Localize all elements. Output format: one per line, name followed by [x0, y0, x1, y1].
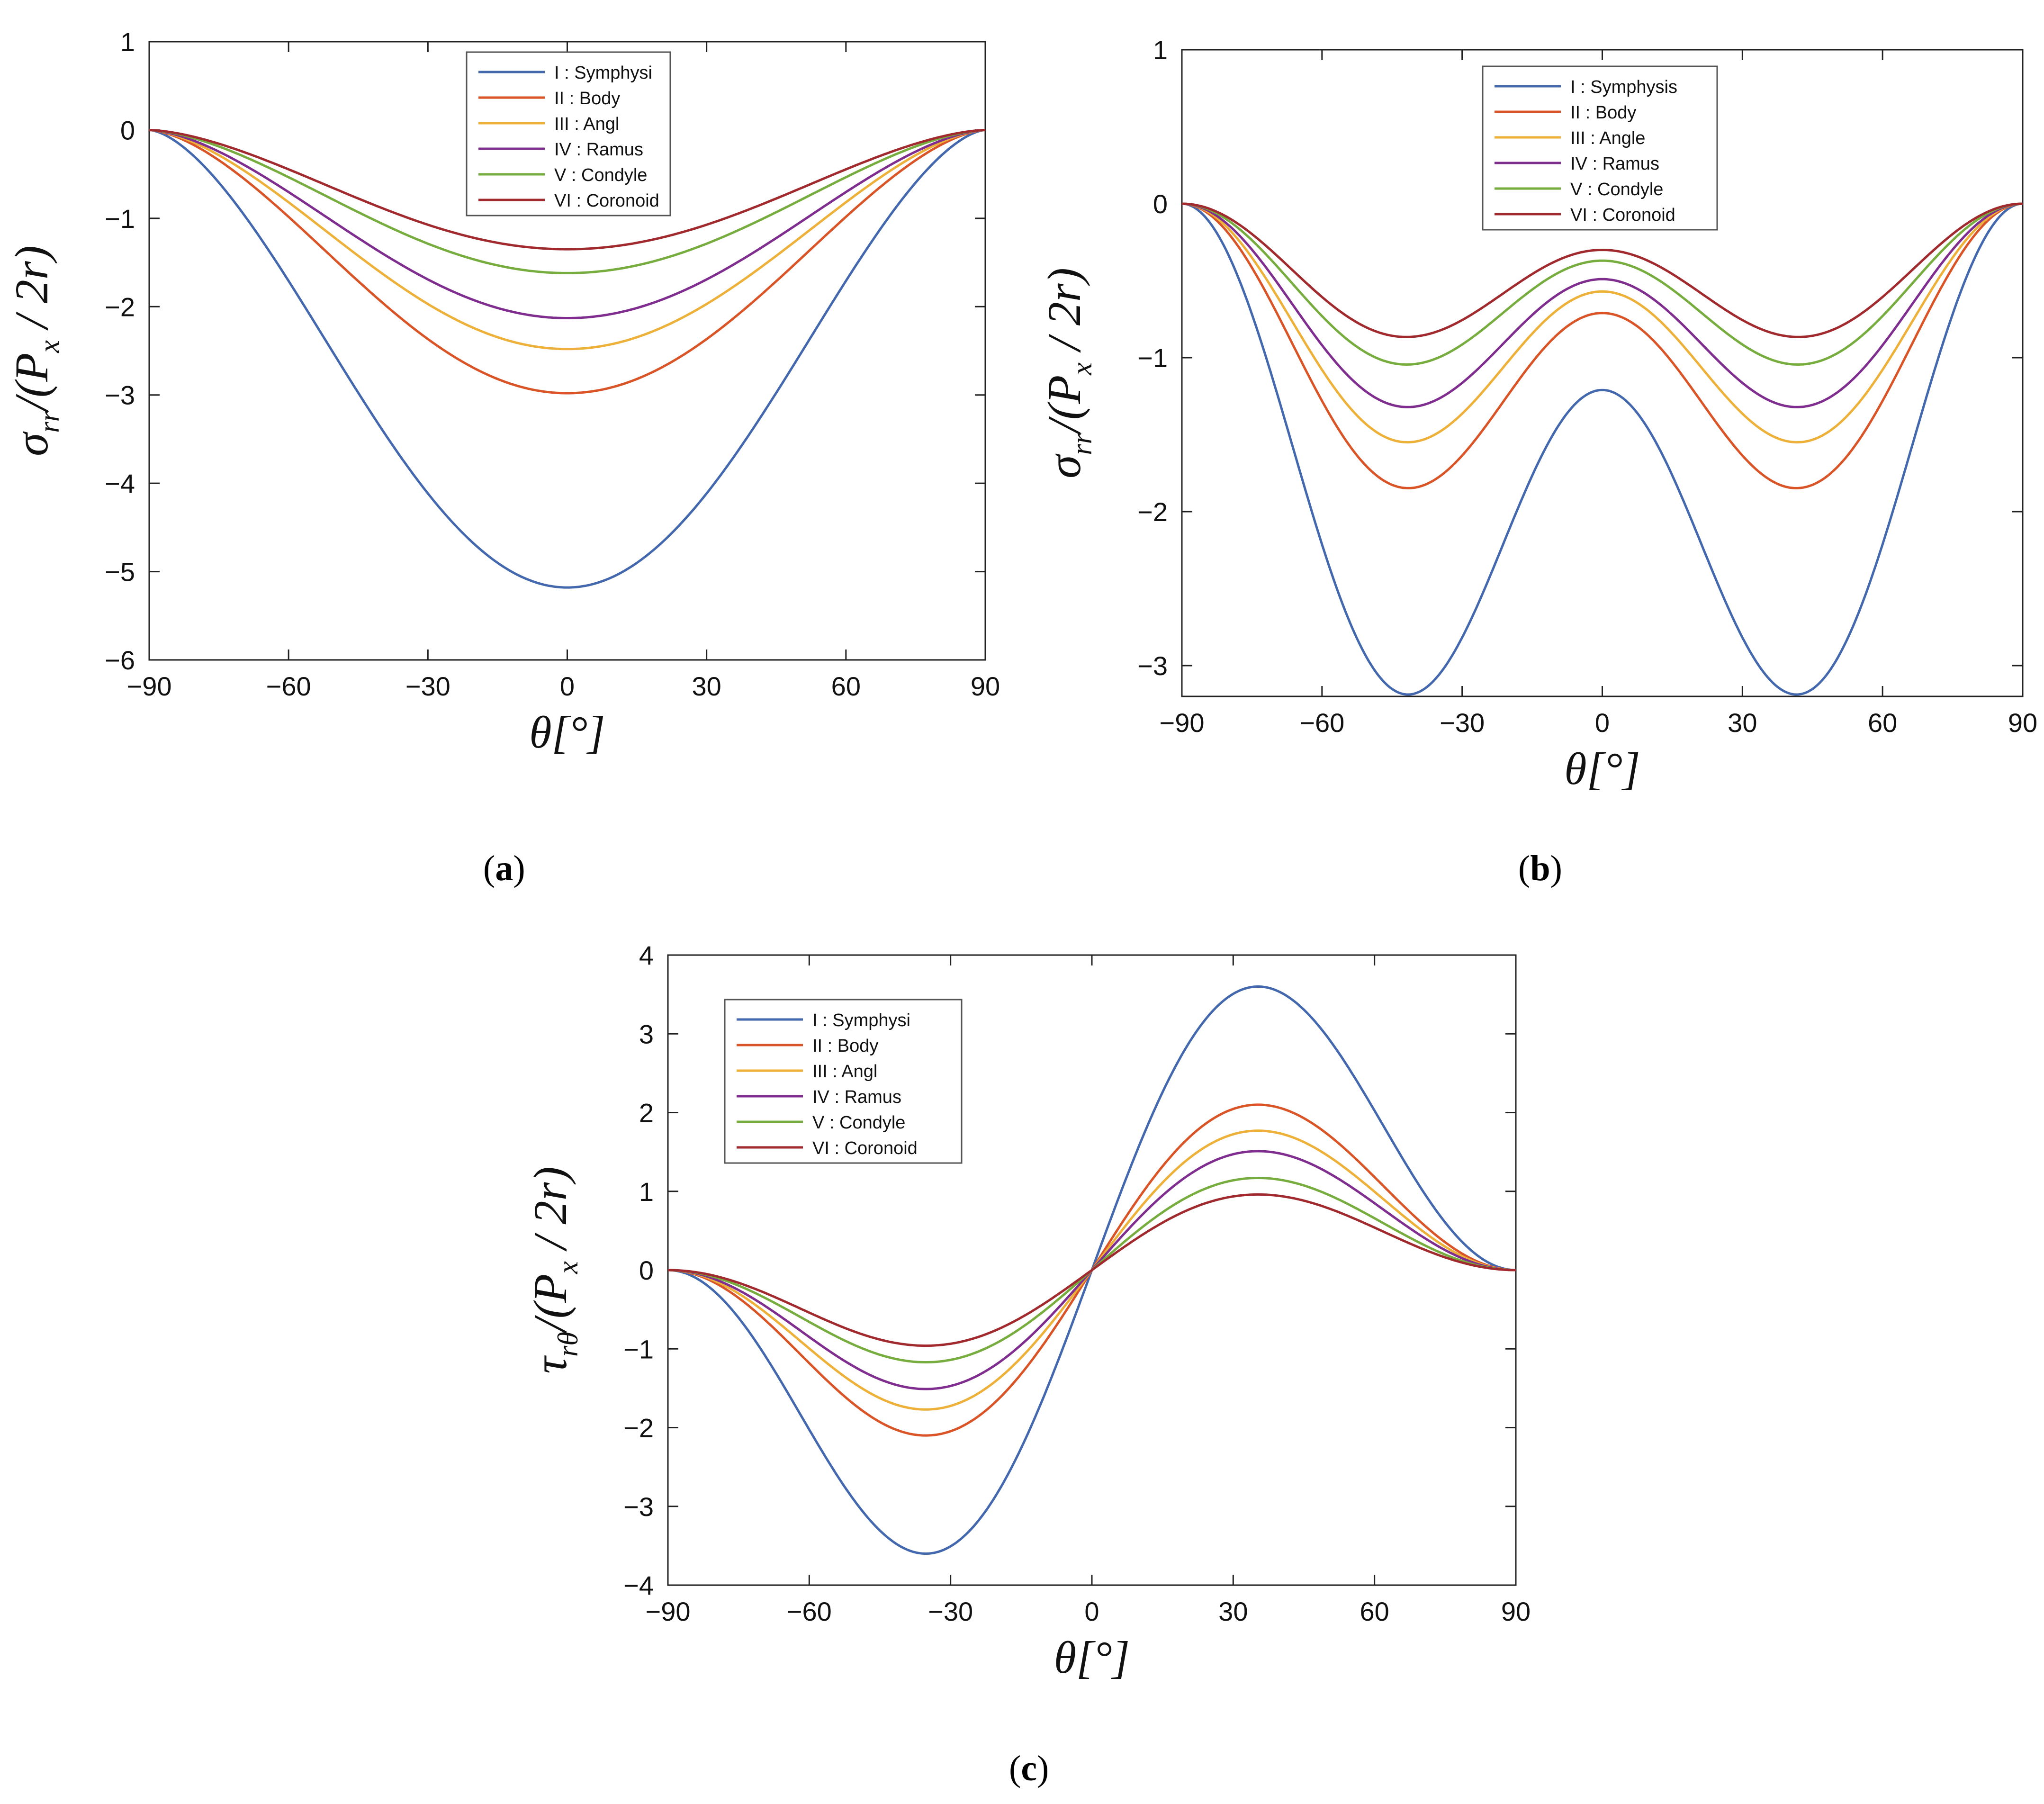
- legend-label-III: III : Angle: [1570, 128, 1645, 148]
- x-tick-label: 90: [1501, 1597, 1530, 1626]
- x-tick-label: −60: [787, 1597, 832, 1626]
- series-line-V: [1181, 202, 2023, 366]
- series-line-I: [149, 128, 986, 589]
- legend-box: [724, 999, 963, 1164]
- x-axis-label: θ[°]: [529, 707, 605, 758]
- series-line-IV: [149, 128, 986, 319]
- legend-label-VI: VI : Coronoid: [1570, 205, 1675, 225]
- y-tick-label: 2: [639, 1098, 654, 1128]
- y-tick-label: 4: [639, 940, 654, 970]
- y-tick-label: −4: [623, 1570, 654, 1600]
- y-tick-label: −3: [623, 1492, 654, 1522]
- legend-box: [1482, 65, 1718, 231]
- legend-label-II: II : Body: [554, 89, 620, 108]
- legend-label-III: III : Angl: [812, 1062, 877, 1082]
- series-line-III: [1181, 202, 2023, 444]
- legend-label-V: V : Condyle: [812, 1113, 905, 1133]
- caption-b: (b): [1518, 848, 1562, 888]
- y-tick-label: −5: [105, 557, 135, 587]
- chart-a-svg: −90 −60 −30 0 30 60 90 1 0 −1 −2 −3 −4 −5 −6 θ[°] σrr/(P…: [5, 27, 1000, 758]
- series-line-III: [149, 128, 986, 351]
- y-tick-label: −3: [105, 380, 135, 410]
- y-tick-label: −4: [105, 469, 135, 498]
- series-line-I: [1181, 202, 2023, 696]
- x-axis-label: θ[°]: [1054, 1632, 1130, 1683]
- x-tick-label: 90: [2008, 708, 2037, 738]
- y-axis-label: σrr/(Px / 2r): [5, 245, 65, 456]
- y-axis-label: σrr/(Px / 2r): [1042, 268, 1098, 478]
- series-line-II: [149, 128, 986, 395]
- legend-label-IV: IV : Ramus: [1570, 154, 1659, 174]
- y-tick-label: 1: [639, 1177, 654, 1207]
- y-tick-label: −1: [1137, 343, 1168, 373]
- x-tick-label: 30: [692, 671, 721, 701]
- legend-label-IV: IV : Ramus: [554, 140, 643, 160]
- series-line-VI: [149, 128, 986, 251]
- x-tick-label: 0: [1595, 708, 1610, 738]
- x-tick-label: −90: [1160, 708, 1205, 738]
- series-line-VI: [668, 1193, 1516, 1347]
- legend-label-II: II : Body: [1570, 103, 1636, 123]
- y-tick-label: −1: [623, 1334, 654, 1364]
- x-tick-label: −60: [266, 671, 311, 701]
- x-tick-label: 0: [560, 671, 575, 701]
- x-tick-label: 60: [1360, 1597, 1389, 1626]
- y-tick-label: 1: [1153, 35, 1168, 65]
- legend-label-I: I : Symphysi: [812, 1010, 910, 1030]
- y-tick-label: −1: [105, 204, 135, 234]
- legend-label-VI: VI : Coronoid: [812, 1138, 918, 1158]
- x-tick-label: −90: [646, 1597, 691, 1626]
- x-tick-label: 90: [971, 671, 1000, 701]
- legend-label-III: III : Angl: [554, 114, 619, 134]
- x-tick-label: −60: [1299, 708, 1344, 738]
- caption-a: (a): [483, 848, 525, 888]
- x-tick-label: −30: [1440, 708, 1485, 738]
- legend-label-IV: IV : Ramus: [812, 1087, 901, 1107]
- legend-label-I: I : Symphysi: [554, 63, 652, 83]
- series-line-IV: [1181, 202, 2023, 408]
- y-axis-label: τrθ/(Px / 2r): [524, 1166, 584, 1373]
- y-tick-label: 3: [639, 1019, 654, 1049]
- x-tick-label: 60: [1868, 708, 1897, 738]
- x-axis-label: θ[°]: [1564, 743, 1640, 794]
- series-line-II: [1181, 202, 2023, 489]
- legend-label-VI: VI : Coronoid: [554, 191, 659, 211]
- legend-label-V: V : Condyle: [554, 165, 647, 185]
- x-tick-label: −30: [928, 1597, 973, 1626]
- legend-box: [466, 51, 671, 216]
- y-tick-label: 0: [639, 1255, 654, 1285]
- y-tick-label: −3: [1137, 651, 1168, 681]
- caption-c: (c): [1009, 1749, 1049, 1788]
- y-tick-label: −2: [105, 292, 135, 322]
- y-tick-label: −6: [105, 645, 135, 675]
- legend-label-II: II : Body: [812, 1036, 878, 1056]
- series-line-V: [149, 128, 986, 274]
- x-tick-label: −30: [405, 671, 450, 701]
- x-tick-label: 60: [831, 671, 861, 701]
- y-tick-label: −2: [623, 1413, 654, 1443]
- x-tick-label: 0: [1084, 1597, 1099, 1626]
- x-tick-label: −90: [127, 671, 172, 701]
- legend-label-I: I : Symphysis: [1570, 77, 1677, 97]
- y-tick-label: 0: [120, 115, 135, 145]
- chart-b-svg: −90 −60 −30 0 30 60 90 1 0 −1 −2 −3 θ[°] σrr/(Px / 2r…: [1042, 35, 2037, 794]
- y-tick-label: 1: [120, 27, 135, 57]
- x-tick-label: 30: [1218, 1597, 1248, 1626]
- y-tick-label: 0: [1153, 189, 1168, 219]
- x-tick-label: 30: [1728, 708, 1757, 738]
- legend-label-V: V : Condyle: [1570, 180, 1663, 199]
- chart-c-svg: −90 −60 −30 0 30 60 90 4 3 2 1 0 −1 −2 −3 −4 θ[°] τrθ/(Px…: [524, 940, 1530, 1683]
- series-line-VI: [1181, 202, 2023, 338]
- y-tick-label: −2: [1137, 497, 1168, 527]
